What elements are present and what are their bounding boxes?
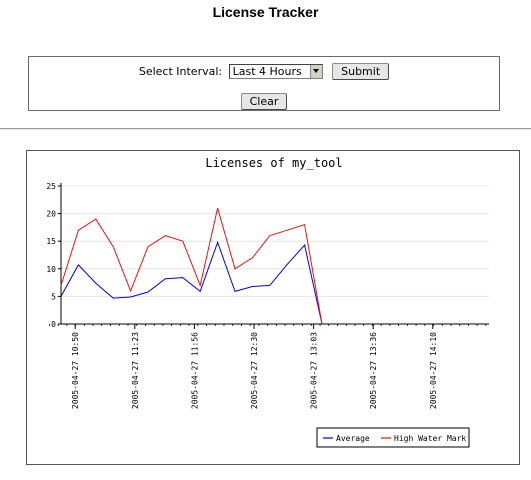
divider bbox=[0, 128, 531, 130]
x-tick-label: 2005-04-27 13:36 bbox=[369, 332, 378, 409]
chart-panel: Licenses of my_tool 0 5 10 15 20 25 2005-04-27… bbox=[26, 150, 520, 465]
dropdown-arrow-icon[interactable] bbox=[309, 65, 322, 78]
x-tick-label: 2005-04-27 11:56 bbox=[190, 332, 199, 409]
x-tick-label: 2005-04-27 12:30 bbox=[250, 332, 259, 409]
y-tick-label: 25 bbox=[46, 182, 56, 191]
chart-legend: Average High Water Mark bbox=[316, 427, 470, 448]
y-tick-label: 5 bbox=[51, 292, 56, 301]
legend-entry: Average bbox=[336, 434, 370, 443]
license-chart: Licenses of my_tool 0 5 10 15 20 25 2005-04-27… bbox=[46, 156, 489, 448]
legend-box bbox=[316, 427, 470, 448]
interval-select[interactable]: Last 4 Hours bbox=[228, 64, 323, 79]
legend-entry: High Water Mark bbox=[394, 434, 466, 443]
y-tick-label: 20 bbox=[46, 210, 56, 219]
series-line-average bbox=[60, 240, 323, 325]
submit-button[interactable]: Submit bbox=[332, 63, 390, 80]
page-title: License Tracker bbox=[212, 4, 319, 20]
chart-title: Licenses of my_tool bbox=[205, 156, 342, 170]
y-tick-label: 0 bbox=[51, 320, 56, 329]
x-tick-label: 2005-04-27 14:10 bbox=[429, 332, 438, 409]
y-tick-label: 10 bbox=[46, 265, 56, 274]
interval-form: Select Interval: Last 4 Hours Submit Cle… bbox=[28, 56, 500, 111]
x-tick-label: 2005-04-27 11:23 bbox=[131, 332, 140, 409]
x-tick-label: 2005-04-27 10:50 bbox=[71, 332, 80, 409]
series-line-high-water-mark bbox=[60, 207, 323, 325]
x-tick-label: 2005-04-27 13:03 bbox=[310, 332, 319, 409]
interval-label: Select Interval: bbox=[138, 65, 223, 78]
clear-button[interactable]: Clear bbox=[240, 93, 288, 110]
y-tick-label: 15 bbox=[46, 237, 56, 246]
interval-select-value: Last 4 Hours bbox=[232, 65, 302, 78]
